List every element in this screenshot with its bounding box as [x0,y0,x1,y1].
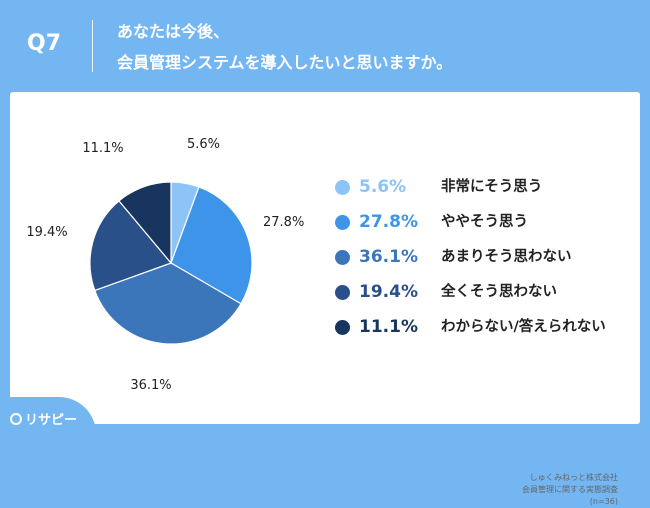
question-number: Q7 [27,31,62,56]
question-title: あなたは今後、 会員管理システムを導入したいと思いますか。 [117,16,452,78]
legend-value: 36.1% [359,247,418,267]
legend-color-dot [335,180,350,195]
logo-text: リサピー [25,413,78,428]
logo-icon [10,413,22,425]
chart-card: 5.6% 27.8% 36.1% 19.4% 11.1% 5.6% 非常にそう思う 27.8… [10,92,640,506]
legend-value: 11.1% [359,317,418,337]
brand-logo: リサピー [0,397,96,434]
legend-value: 19.4% [359,282,418,302]
pie-slice-label: 5.6% [187,137,220,152]
question-title-line1: あなたは今後、 [117,22,230,41]
legend-value: 27.8% [359,212,418,232]
legend-label: 非常にそう思う [441,179,543,195]
legend-label: 全くそう思わない [441,284,557,300]
source-sample-size: (n=36) [589,497,618,506]
legend-color-dot [335,285,350,300]
legend-label: あまりそう思わない [441,249,572,265]
pie-slice-label: 19.4% [26,225,67,240]
legend-label: ややそう思う [441,214,528,230]
source-note: しゅくみねっと株式会社 会員管理に関する実態調査 (n=36) [522,472,618,508]
source-company: しゅくみねっと株式会社 [529,473,618,482]
pie-slice-label: 11.1% [82,141,123,156]
header: Q7 あなたは今後、 会員管理システムを導入したいと思いますか。 [0,0,650,90]
pie-slice [118,181,172,265]
question-title-line2: 会員管理システムを導入したいと思いますか。 [117,53,453,72]
legend-color-dot [335,320,350,335]
header-divider [92,20,93,72]
pie-slice-label: 27.8% [263,215,304,230]
pie-slice-label: 36.1% [130,378,171,393]
source-survey: 会員管理に関する実態調査 [522,485,618,494]
pie-slice [94,262,242,345]
legend-color-dot [335,250,350,265]
pie-chart: 5.6% 27.8% 36.1% 19.4% 11.1% [26,137,304,393]
pie-slice [89,200,173,292]
legend-label: わからない/答えられない [441,319,606,335]
legend-color-dot [335,215,350,230]
legend-value: 5.6% [359,177,407,197]
